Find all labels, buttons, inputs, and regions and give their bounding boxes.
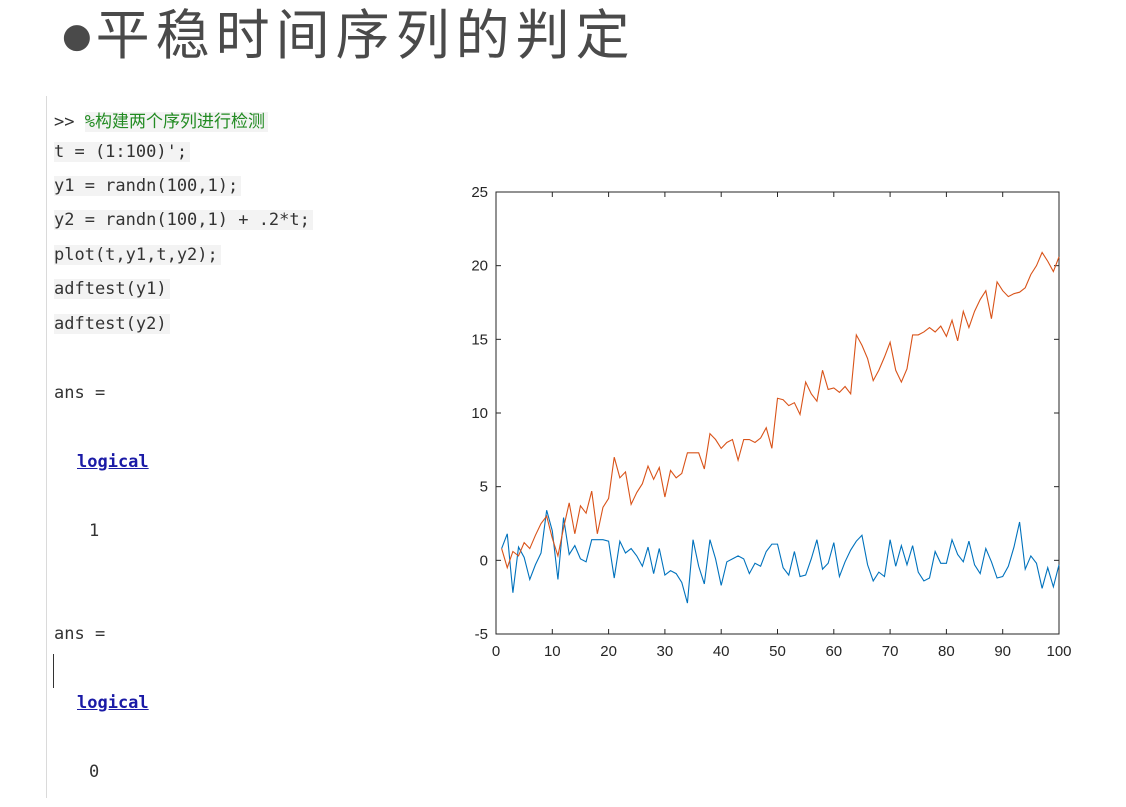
series-group <box>501 251 1060 604</box>
slide-title-text: 平稳时间序列的判定 <box>95 4 636 67</box>
code-line: y2 = randn(100,1) + .2*t; <box>54 210 313 230</box>
y-tick-label: 20 <box>471 258 488 275</box>
y-tick-label: 0 <box>480 552 488 569</box>
x-tick-label: 40 <box>713 643 730 660</box>
output-label: ans = <box>54 624 106 644</box>
code-line: plot(t,y1,t,y2); <box>54 245 221 265</box>
x-tick-label: 30 <box>657 643 674 660</box>
x-tick-label: 90 <box>994 643 1011 660</box>
y-tick-label: 5 <box>480 479 488 496</box>
code-line: adftest(y1) <box>54 279 170 299</box>
series-line-2 <box>501 251 1060 570</box>
y-tick-label: 25 <box>471 184 488 201</box>
x-tick-label: 0 <box>492 643 500 660</box>
x-tick-label: 100 <box>1046 643 1071 660</box>
slide-title: ● 平稳时间序列的判定 <box>62 0 636 72</box>
output-label: ans = <box>54 383 106 403</box>
prompt: >> <box>54 112 75 132</box>
code-line: adftest(y2) <box>54 314 170 334</box>
x-tick-label: 10 <box>544 643 561 660</box>
output-value: 0 <box>89 762 100 782</box>
matlab-command-window[interactable]: >> %构建两个序列进行检测 t = (1:100)'; y1 = randn(… <box>46 96 441 798</box>
code-line: t = (1:100)'; <box>54 142 191 162</box>
x-tick-label: 80 <box>938 643 955 660</box>
logical-type-link[interactable]: logical <box>77 693 149 713</box>
text-cursor <box>53 654 54 688</box>
x-tick-label: 20 <box>600 643 617 660</box>
x-tick-label: 60 <box>825 643 842 660</box>
output-value: 1 <box>89 521 100 541</box>
code-line: y1 = randn(100,1); <box>54 176 242 196</box>
plot-area <box>495 191 1060 635</box>
y-tick-label: 10 <box>471 405 488 422</box>
command-line-comment: >> %构建两个序列进行检测 <box>54 107 268 132</box>
bullet-icon: ● <box>62 16 92 56</box>
series-line-1 <box>501 510 1060 604</box>
logical-type-link[interactable]: logical <box>77 452 149 472</box>
comment-text: %构建两个序列进行检测 <box>84 112 268 132</box>
y-tick-label: 15 <box>471 331 488 348</box>
x-tick-label: 50 <box>769 643 786 660</box>
x-tick-label: 70 <box>882 643 899 660</box>
y-tick-label: -5 <box>475 626 488 643</box>
